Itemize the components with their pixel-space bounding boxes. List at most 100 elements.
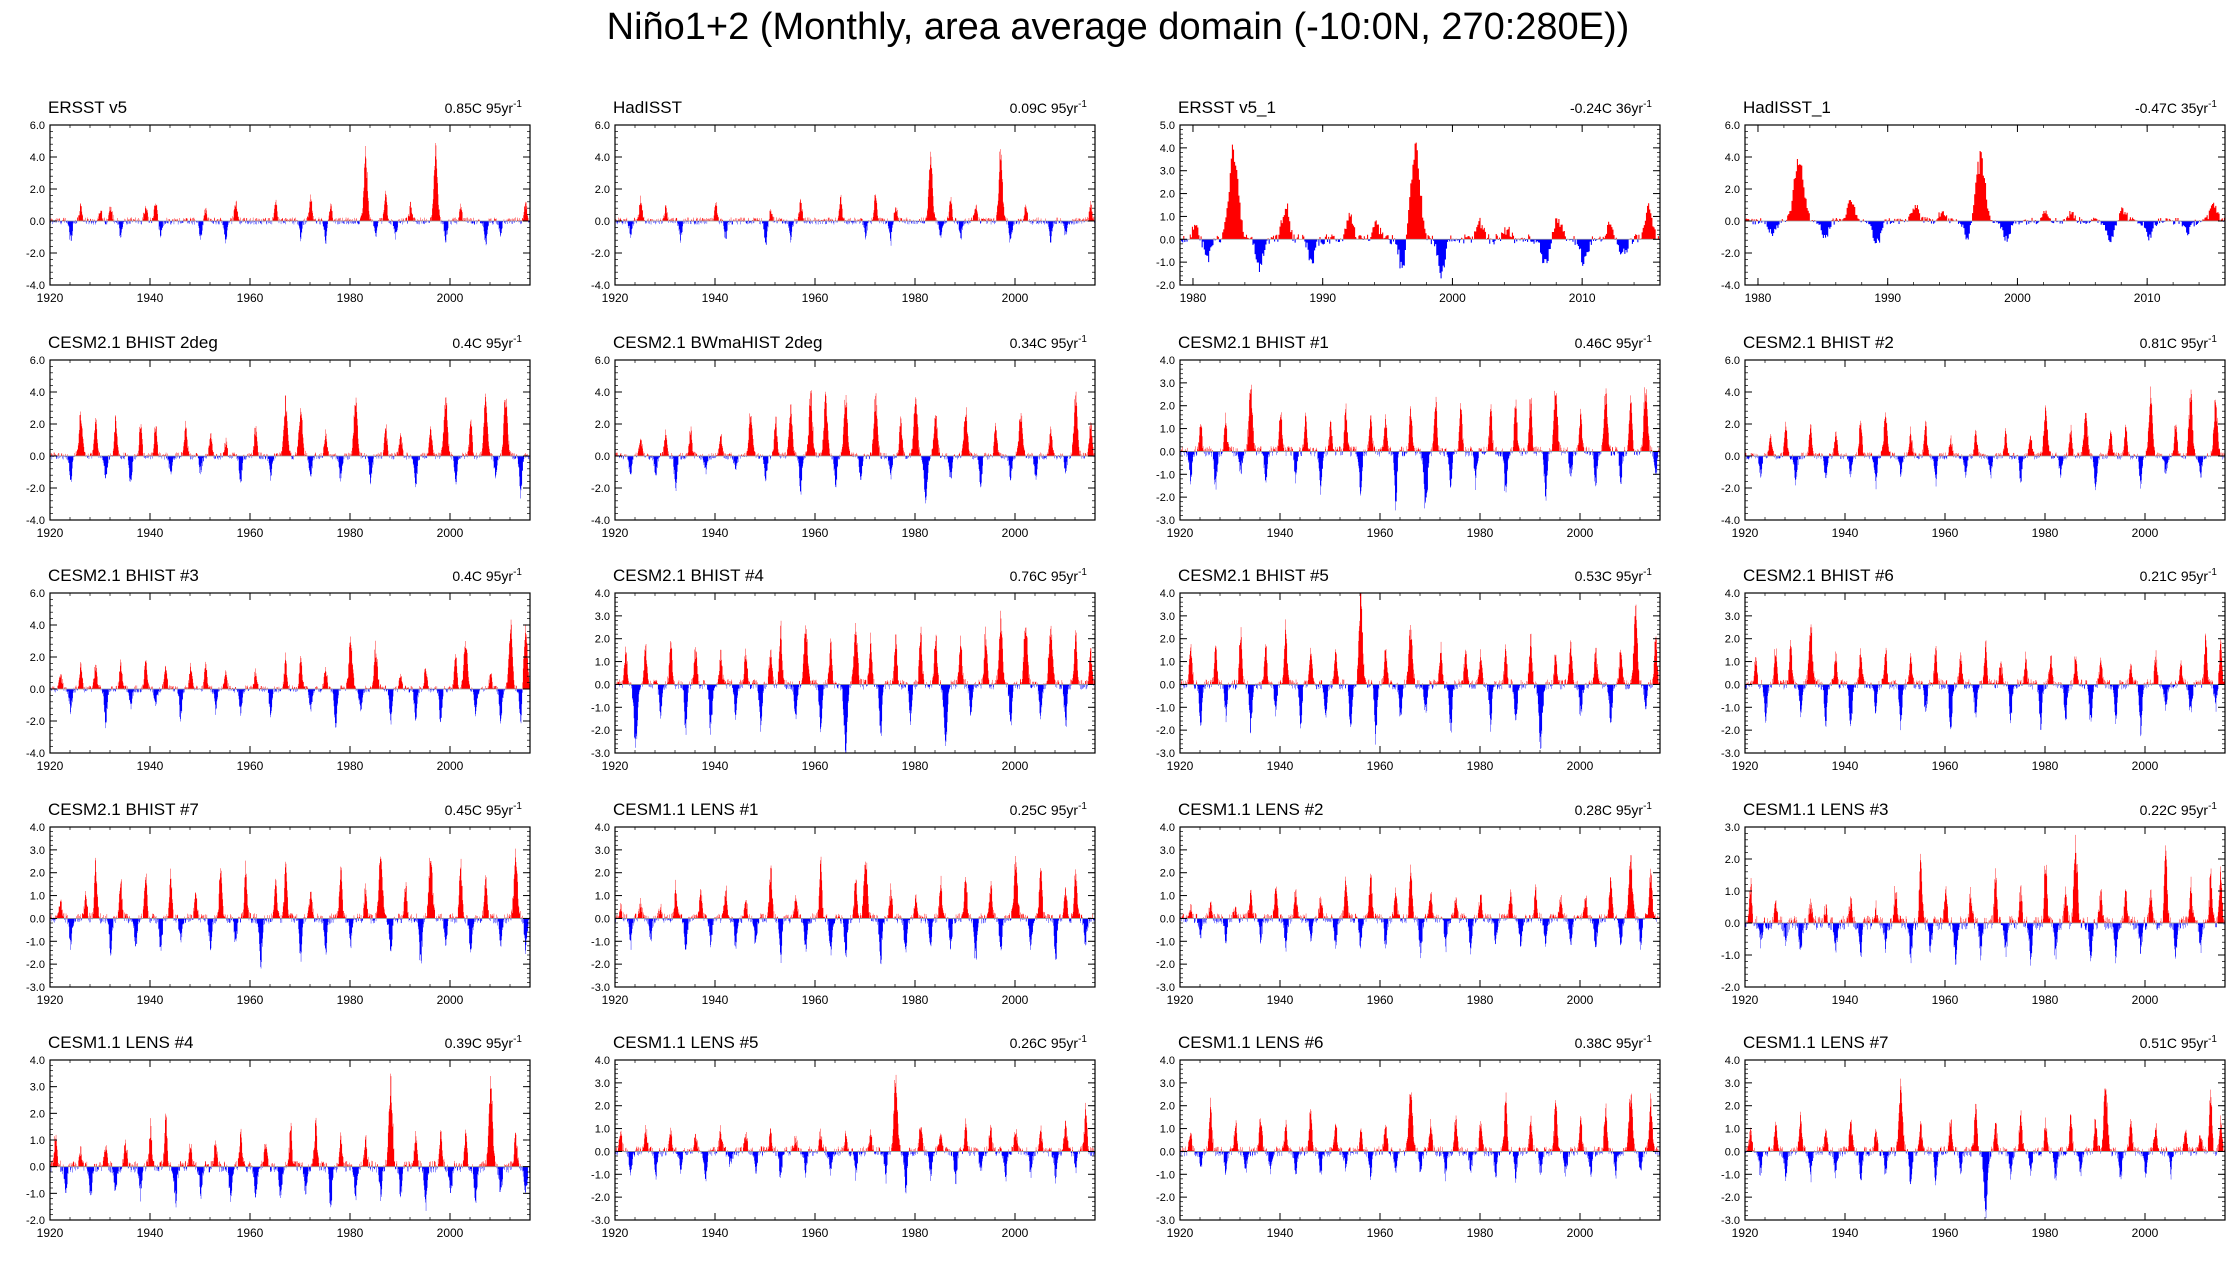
panel-title: ERSST v5_1 [1178, 98, 1276, 117]
x-tick-label: 1980 [2032, 759, 2059, 773]
y-tick-label: 4.0 [30, 620, 45, 632]
negative-anomaly-bars [1180, 451, 1660, 511]
y-tick-label: -4.0 [26, 748, 45, 760]
y-tick-label: 3.0 [1725, 611, 1740, 623]
y-tick-label: 2.0 [595, 1101, 610, 1113]
positive-anomaly-bars [1746, 834, 2225, 923]
y-tick-label: -2.0 [591, 1192, 610, 1204]
positive-anomaly-bars [1180, 593, 1660, 685]
y-tick-label: 1.0 [1160, 211, 1175, 223]
panel-title: CESM1.1 LENS #4 [48, 1033, 194, 1052]
y-tick-label: -1.0 [1156, 1169, 1175, 1181]
y-tick-label: 2.0 [30, 1108, 45, 1120]
y-tick-label: 1.0 [1725, 657, 1740, 669]
positive-anomaly-bars [50, 143, 530, 221]
y-tick-label: -1.0 [1156, 936, 1175, 948]
y-tick-label: -4.0 [26, 280, 45, 292]
x-tick-label: 1960 [237, 291, 264, 305]
y-tick-label: 3.0 [30, 845, 45, 857]
y-tick-label: 1.0 [30, 891, 45, 903]
x-tick-label: 1920 [1167, 526, 1194, 540]
panel-trend: 0.26C 95yr-1 [1010, 1034, 1088, 1051]
y-tick-label: 6.0 [30, 588, 45, 600]
y-tick-label: -3.0 [1156, 748, 1175, 760]
x-tick-label: 1940 [702, 1226, 729, 1240]
x-tick-label: 1980 [337, 759, 364, 773]
y-tick-label: -2.0 [1156, 959, 1175, 971]
y-tick-label: 1.0 [1160, 891, 1175, 903]
y-tick-label: 1.0 [1160, 1124, 1175, 1136]
positive-anomaly-bars [1746, 1078, 2225, 1152]
y-tick-label: 0.0 [30, 913, 45, 925]
y-tick-label: 2.0 [1160, 868, 1175, 880]
panel-title: HadISST_1 [1743, 98, 1831, 117]
negative-anomaly-bars [615, 684, 1095, 753]
x-tick-label: 1990 [1309, 291, 1336, 305]
x-tick-label: 1960 [1932, 993, 1959, 1007]
panel-trend: 0.38C 95yr-1 [1575, 1034, 1653, 1051]
x-tick-label: 1960 [237, 1226, 264, 1240]
y-tick-label: 6.0 [595, 120, 610, 132]
x-tick-label: 1980 [902, 526, 929, 540]
panel-trend: 0.25C 95yr-1 [1010, 801, 1088, 818]
y-tick-label: -1.0 [1156, 702, 1175, 714]
x-tick-label: 1920 [602, 993, 629, 1007]
panel-6: CESM2.1 BWmaHIST 2deg 0.34C 95yr-1 -4.0 -2.… [591, 333, 1096, 540]
panel-title: HadISST [613, 98, 682, 117]
negative-anomaly-bars [1746, 456, 2225, 491]
x-tick-label: 2000 [437, 993, 464, 1007]
panel-trend: 0.85C 95yr-1 [445, 99, 523, 116]
panel-trend: 0.09C 95yr-1 [1010, 99, 1088, 116]
x-tick-label: 1920 [1732, 1226, 1759, 1240]
x-tick-label: 1980 [1467, 526, 1494, 540]
y-tick-label: 3.0 [595, 1078, 610, 1090]
y-tick-label: 0.0 [595, 913, 610, 925]
panel-title: CESM2.1 BHIST #5 [1178, 566, 1329, 585]
negative-anomaly-bars [1745, 684, 2225, 737]
panel-title: CESM1.1 LENS #2 [1178, 800, 1324, 819]
y-tick-label: -3.0 [26, 982, 45, 994]
x-tick-label: 1920 [1167, 993, 1194, 1007]
panel-title: CESM2.1 BHIST #6 [1743, 566, 1894, 585]
x-tick-label: 1960 [1932, 1226, 1959, 1240]
y-tick-label: -2.0 [26, 716, 45, 728]
y-tick-label: -1.0 [591, 1169, 610, 1181]
x-tick-label: 1980 [337, 993, 364, 1007]
y-tick-label: 6.0 [30, 355, 45, 367]
panel-16: CESM1.1 LENS #3 0.22C 95yr-1 -2.0 -1.0 0.0 1.… [1721, 800, 2226, 1007]
panel-trend: 0.53C 95yr-1 [1575, 567, 1653, 584]
panel-title: CESM2.1 BHIST 2deg [48, 333, 218, 352]
plot-frame [614, 1059, 1096, 1221]
y-tick-label: 4.0 [1725, 152, 1740, 164]
y-tick-label: -1.0 [1721, 702, 1740, 714]
x-tick-label: 1940 [1832, 526, 1859, 540]
y-tick-label: 0.0 [595, 679, 610, 691]
y-tick-label: -3.0 [591, 748, 610, 760]
y-tick-label: 0.0 [595, 1146, 610, 1158]
negative-anomaly-bars [615, 918, 1095, 965]
y-tick-label: 2.0 [595, 634, 610, 646]
y-tick-label: 4.0 [1160, 143, 1175, 155]
panel-trend: -0.47C 35yr-1 [2135, 99, 2217, 116]
x-tick-label: 1980 [1745, 291, 1772, 305]
y-tick-label: -2.0 [1721, 725, 1740, 737]
panel-trend: 0.4C 95yr-1 [452, 567, 522, 584]
x-tick-label: 1920 [1732, 526, 1759, 540]
y-tick-label: -1.0 [1721, 1169, 1740, 1181]
x-tick-label: 2010 [1569, 291, 1596, 305]
y-tick-label: 1.0 [1160, 424, 1175, 436]
y-tick-label: 4.0 [1160, 1055, 1175, 1067]
x-tick-label: 1940 [1832, 1226, 1859, 1240]
positive-anomaly-bars [615, 1074, 1094, 1152]
panel-17: CESM1.1 LENS #4 0.39C 95yr-1 -2.0 -1.0 0.0 1.… [26, 1033, 531, 1240]
y-tick-label: -3.0 [1156, 982, 1175, 994]
panel-7: CESM2.1 BHIST #1 0.46C 95yr-1 -3.0 -2.0 -1.0… [1156, 333, 1661, 540]
negative-anomaly-bars [1180, 684, 1660, 749]
plot-frame [1179, 124, 1661, 286]
panel-trend: 0.34C 95yr-1 [1010, 334, 1088, 351]
negative-anomaly-bars [50, 689, 523, 729]
panel-13: CESM2.1 BHIST #7 0.45C 95yr-1 -3.0 -2.0 -1.0… [26, 800, 531, 1007]
y-tick-label: 0.0 [30, 216, 45, 228]
x-tick-label: 1960 [802, 993, 829, 1007]
positive-anomaly-bars [50, 619, 530, 689]
